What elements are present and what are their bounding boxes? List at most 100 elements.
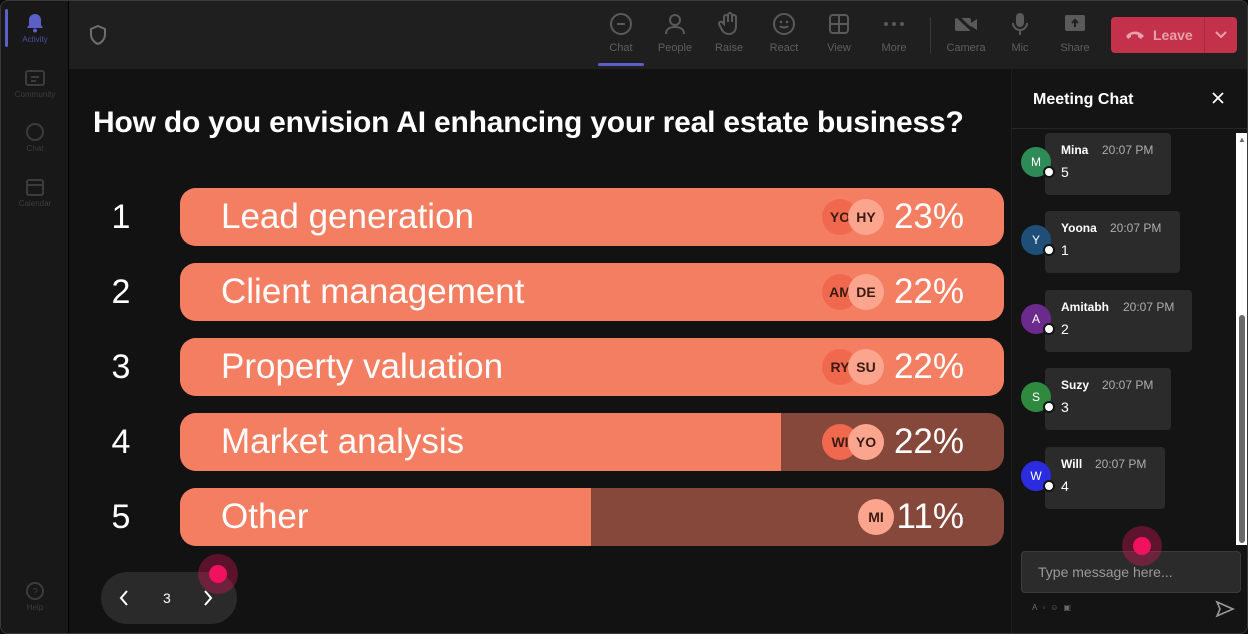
poll-option-row: 5 Other MI 11%: [69, 488, 1011, 546]
voter-avatar: DE: [848, 274, 884, 310]
react-icon: [772, 11, 796, 37]
option-label: Market analysis: [221, 422, 465, 461]
gif-icon[interactable]: ▣: [1063, 603, 1071, 612]
emoji-icon[interactable]: ☺: [1050, 603, 1059, 612]
result-bar: Property valuation RY SU 22%: [180, 338, 1004, 396]
people-icon: [663, 11, 687, 37]
chevron-right-icon[interactable]: [201, 586, 215, 615]
view-icon: [828, 11, 850, 37]
poll-option-row: 2 Client management AM DE 22%: [69, 263, 1011, 321]
attach-icon[interactable]: ◦: [1042, 603, 1046, 612]
message-text: 5: [1061, 164, 1069, 180]
sender-name: Yoona: [1061, 221, 1097, 235]
toolbar-button-label: Raise: [714, 42, 744, 54]
rail-active-indicator: [5, 9, 8, 47]
toolbar-button-label: Chat: [609, 42, 633, 54]
send-icon[interactable]: [1215, 600, 1235, 623]
toolbar-mic-button[interactable]: Mic: [995, 11, 1045, 61]
message-time: 20:07 PM: [1110, 221, 1162, 235]
message-bubble: Yoona 20:07 PM 1: [1045, 211, 1180, 273]
result-bar: Other MI 11%: [180, 488, 1004, 546]
chat-scrollbar[interactable]: ▲ ▼: [1236, 133, 1247, 545]
sender-name: Mina: [1061, 143, 1089, 157]
share-icon: [1063, 11, 1087, 37]
option-percent: 22%: [893, 347, 964, 386]
message-text: 3: [1061, 399, 1069, 415]
community-icon: [25, 68, 45, 88]
close-icon[interactable]: [1211, 91, 1225, 110]
option-number: 5: [111, 498, 131, 536]
sender-name: Suzy: [1061, 378, 1090, 392]
leave-main[interactable]: Leave: [1111, 17, 1205, 53]
rail-item-calendar[interactable]: Calendar: [1, 177, 69, 208]
option-number: 2: [111, 273, 131, 311]
scroll-up-icon: ▲: [1238, 135, 1246, 144]
voter-avatar: MI: [858, 499, 894, 535]
poll-option-row: 3 Property valuation RY SU 22%: [69, 338, 1011, 396]
rail-item-label: Calendar: [18, 199, 52, 208]
presence-status-icon: [1043, 244, 1055, 256]
meeting-toolbar: Chat People Raise React View: [69, 1, 1247, 69]
option-percent: 22%: [893, 422, 964, 461]
presence-status-icon: [1043, 166, 1055, 178]
toolbar-chat-button[interactable]: Chat: [596, 11, 646, 61]
toolbar-share-button[interactable]: Share: [1050, 11, 1100, 61]
message-bubble: Amitabh 20:07 PM 2: [1045, 290, 1192, 352]
toolbar-raise-button[interactable]: Raise: [704, 11, 754, 61]
click-indicator: [198, 554, 238, 594]
toolbar-button-label: Camera: [946, 42, 986, 54]
rail-item-chat[interactable]: Chat: [1, 122, 69, 153]
page-number: 3: [163, 590, 171, 606]
voter-avatar: SU: [848, 349, 884, 385]
presence-status-icon: [1043, 480, 1055, 492]
option-percent: 23%: [893, 197, 964, 236]
chevron-left-icon[interactable]: [117, 586, 131, 615]
toolbar-view-button[interactable]: View: [814, 11, 864, 61]
option-label: Other: [221, 497, 309, 536]
rail-item-help[interactable]: ? Help: [1, 581, 69, 612]
toolbar-button-label: People: [657, 42, 693, 54]
svg-text:?: ?: [32, 587, 38, 598]
voter-avatar: HY: [848, 199, 884, 235]
toolbar-camera-button[interactable]: Camera: [941, 11, 991, 61]
toolbar-button-label: View: [827, 42, 851, 54]
poll-option-row: 1 Lead generation YO HY 23%: [69, 188, 1011, 246]
bell-icon: [25, 13, 45, 33]
message-time: 20:07 PM: [1123, 300, 1175, 314]
presence-status-icon: [1043, 323, 1055, 335]
message-time: 20:07 PM: [1095, 457, 1147, 471]
chevron-down-icon[interactable]: [1205, 31, 1237, 39]
message-text: 1: [1061, 242, 1069, 258]
format-toolbar: A ◦ ☺ ▣: [1032, 603, 1071, 612]
raise-hand-icon: [718, 11, 740, 37]
leave-label: Leave: [1153, 27, 1193, 43]
scrollbar-thumb[interactable]: [1239, 315, 1245, 543]
message-time: 20:07 PM: [1102, 143, 1154, 157]
option-label: Lead generation: [221, 197, 474, 236]
rail-item-label: Chat: [26, 144, 44, 153]
rail-item-label: Community: [14, 90, 56, 99]
leave-button[interactable]: Leave: [1111, 17, 1237, 53]
toolbar-divider: [930, 17, 931, 53]
message-text: 2: [1061, 321, 1069, 337]
scroll-down-icon: ▼: [1238, 533, 1246, 542]
option-number: 4: [111, 423, 131, 461]
option-number: 1: [111, 198, 131, 236]
calendar-icon: [25, 177, 45, 197]
rail-item-activity[interactable]: Activity: [1, 13, 69, 44]
rail-item-label: Activity: [22, 35, 48, 44]
help-icon: ?: [25, 581, 45, 601]
result-bar: Market analysis WI YO 22%: [180, 413, 1004, 471]
rail-item-community[interactable]: Community: [1, 68, 69, 99]
option-label: Client management: [221, 272, 525, 311]
format-icon[interactable]: A: [1032, 603, 1038, 612]
phone-hangup-icon: [1125, 27, 1145, 43]
shield-icon[interactable]: [89, 24, 107, 50]
toolbar-people-button[interactable]: People: [650, 11, 700, 61]
result-bar-fill: [180, 488, 592, 546]
toolbar-more-button[interactable]: More: [869, 11, 919, 61]
click-indicator: [1122, 526, 1162, 566]
chat-title: Meeting Chat: [1033, 91, 1134, 108]
toolbar-react-button[interactable]: React: [759, 11, 809, 61]
rail-item-label: Help: [26, 603, 44, 612]
